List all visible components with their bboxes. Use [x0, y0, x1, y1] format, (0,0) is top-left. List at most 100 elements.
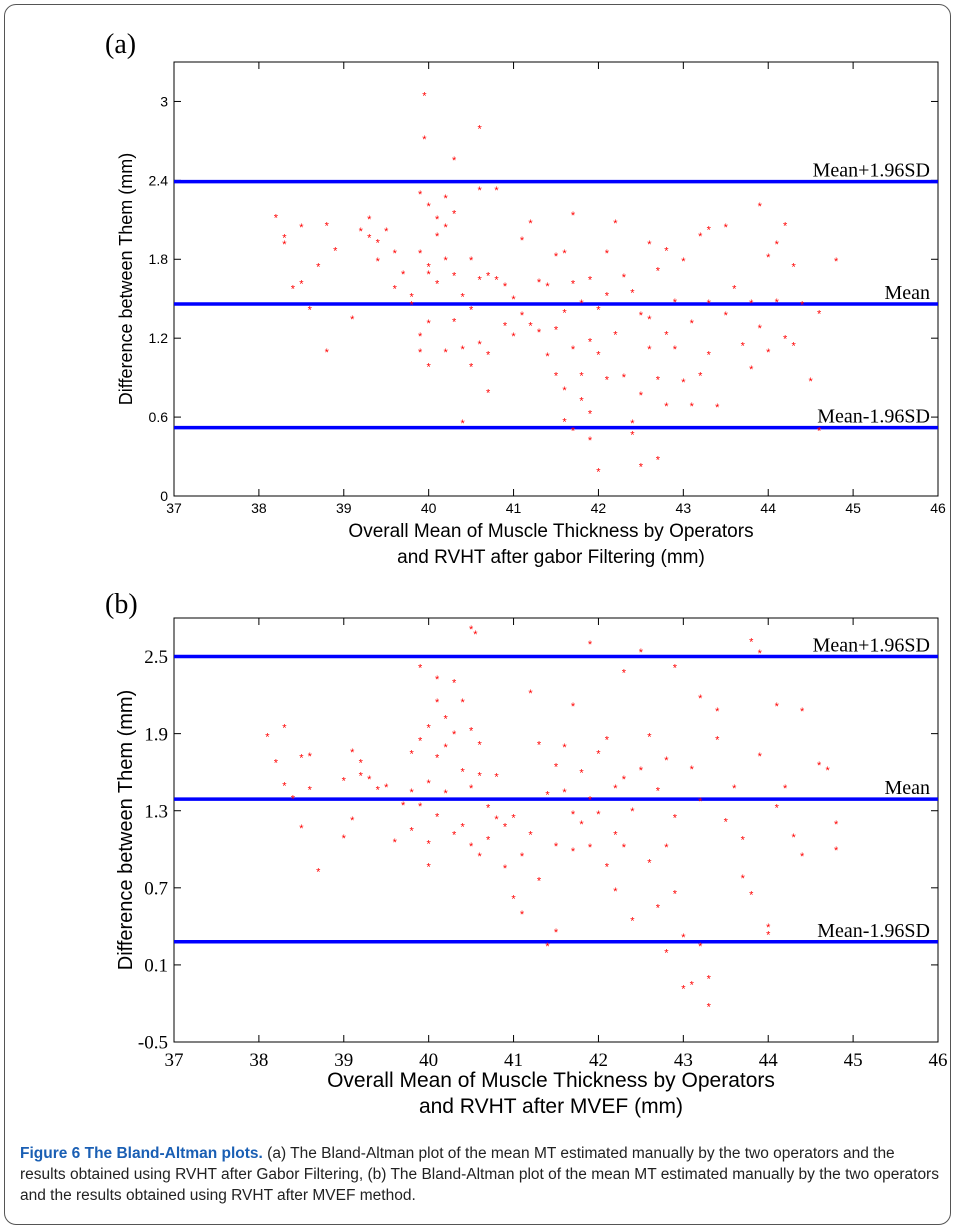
panel-a-data-point: *: [418, 248, 423, 260]
panel-a-data-point: *: [452, 317, 457, 329]
panel-b-data-point: *: [673, 813, 678, 825]
panel-b-data-point: *: [605, 861, 610, 873]
panel-a-data-point: *: [690, 401, 695, 413]
panel-a-xtick-label: 38: [251, 500, 267, 516]
panel-a-data-point: *: [664, 246, 669, 258]
panel-a-data-point: *: [681, 256, 686, 268]
panel-a-ytick-label: 1.2: [149, 330, 169, 346]
panel-b-data-point: *: [494, 814, 499, 826]
panel-b-data-point: *: [622, 667, 627, 679]
panel-b-data-point: *: [299, 752, 304, 764]
panel-a-data-point: *: [367, 232, 372, 244]
panel-b-data-point: *: [435, 697, 440, 709]
panel-a-data-point: *: [477, 275, 482, 287]
panel-a-data-point: *: [605, 290, 610, 302]
panel-a-data-point: *: [494, 185, 499, 197]
panel-b-data-point: *: [410, 787, 415, 799]
panel-b-refline-label: Mean: [884, 777, 930, 799]
panel-a-data-point: *: [537, 277, 542, 289]
panel-b-data-point: *: [741, 873, 746, 885]
panel-a-xtick-label: 43: [676, 500, 692, 516]
panel-b-data-point: *: [545, 790, 550, 802]
panel-a-data-point: *: [511, 331, 516, 343]
panel-b-data-point: *: [444, 788, 449, 800]
panel-a-data-point: *: [393, 284, 398, 296]
panel-b-refline-label: Mean+1.96SD: [813, 635, 930, 657]
panel-a-data-point: *: [410, 292, 415, 304]
panel-b-label: (b): [105, 589, 138, 620]
panel-b-data-point: *: [758, 648, 763, 660]
panel-a-data-point: *: [418, 189, 423, 201]
panel-b-data-point: *: [800, 851, 805, 863]
panel-a-data-point: *: [477, 339, 482, 351]
panel-b-data-point: *: [435, 752, 440, 764]
panel-b-data-point: *: [494, 772, 499, 784]
panel-a-data-point: *: [299, 278, 304, 290]
panel-a-data-point: *: [435, 214, 440, 226]
panel-a-xtick-label: 39: [336, 500, 352, 516]
panel-b-data-point: *: [291, 793, 296, 805]
panel-a-data-point: *: [664, 401, 669, 413]
panel-b-data-point: *: [520, 909, 525, 921]
panel-a-data-point: *: [732, 284, 737, 296]
panel-a-data-point: *: [724, 222, 729, 234]
panel-a-data-point: *: [469, 305, 474, 317]
panel-b-xtick-label: 42: [589, 1050, 608, 1071]
panel-a-data-point: *: [630, 418, 635, 430]
panel-b-data-point: *: [282, 781, 287, 793]
panel-b-data-point: *: [630, 806, 635, 818]
panel-b-data-point: *: [554, 761, 559, 773]
panel-a-data-point: *: [444, 255, 449, 267]
panel-a-data-point: *: [452, 209, 457, 221]
panel-a-data-point: *: [817, 309, 822, 321]
panel-a-data-point: *: [401, 269, 406, 281]
panel-b-data-point: *: [554, 841, 559, 853]
panel-b-data-point: *: [622, 842, 627, 854]
panel-a-data-point: *: [452, 155, 457, 167]
panel-b-data-point: *: [775, 701, 780, 713]
panel-a-data-point: *: [766, 252, 771, 264]
panel-a-data-point: *: [460, 344, 465, 356]
panel-a-data-point: *: [681, 377, 686, 389]
panel-b-xtick-label: 45: [844, 1050, 863, 1071]
panel-b-data-point: *: [562, 742, 567, 754]
panel-a-data-point: *: [596, 305, 601, 317]
panel-b-xlabel-line: Overall Mean of Muscle Thickness by Oper…: [327, 1069, 775, 1092]
panel-b-ytick-label: 2.5: [144, 647, 168, 668]
panel-a-data-point: *: [622, 272, 627, 284]
panel-a-data-point: *: [444, 347, 449, 359]
panel-b-data-point: *: [673, 662, 678, 674]
panel-b-data-point: *: [715, 734, 720, 746]
panel-a-axes-box: [173, 61, 939, 497]
panel-b-data-point: *: [826, 765, 831, 777]
panel-a-data-point: *: [376, 238, 381, 250]
panel-b-data-point: *: [528, 688, 533, 700]
panel-b-data-point: *: [681, 932, 686, 944]
panel-b-data-point: *: [698, 796, 703, 808]
panel-b-xtick-label: 41: [504, 1050, 523, 1071]
panel-b-ytick-label: 1.3: [144, 801, 168, 822]
panel-a-data-point: *: [647, 344, 652, 356]
panel-a-data-point: *: [427, 318, 432, 330]
panel-b-data-point: *: [350, 747, 355, 759]
panel-b-data-point: *: [452, 729, 457, 741]
panel-a-data-point: *: [698, 371, 703, 383]
panel-a-ytick-label: 0: [160, 488, 168, 504]
panel-a-data-point: *: [715, 402, 720, 414]
panel-a-data-point: *: [588, 336, 593, 348]
panel-b-data-point: *: [656, 903, 661, 915]
panel-a-data-point: *: [520, 310, 525, 322]
panel-a-ytick-label: 3: [160, 93, 168, 109]
panel-a-data-point: *: [613, 218, 618, 230]
panel-b-data-point: *: [511, 813, 516, 825]
panel-a-data-point: *: [562, 385, 567, 397]
panel-a-data-point: *: [758, 201, 763, 213]
panel-a-data-point: *: [613, 330, 618, 342]
panel-a-data-point: *: [639, 390, 644, 402]
panel-b-data-point: *: [393, 837, 398, 849]
panel-b-data-point: *: [605, 734, 610, 746]
panel-b-data-point: *: [639, 647, 644, 659]
panel-b-data-point: *: [427, 861, 432, 873]
panel-b-ytick-label: 1.9: [144, 724, 168, 745]
panel-b-data-point: *: [427, 838, 432, 850]
